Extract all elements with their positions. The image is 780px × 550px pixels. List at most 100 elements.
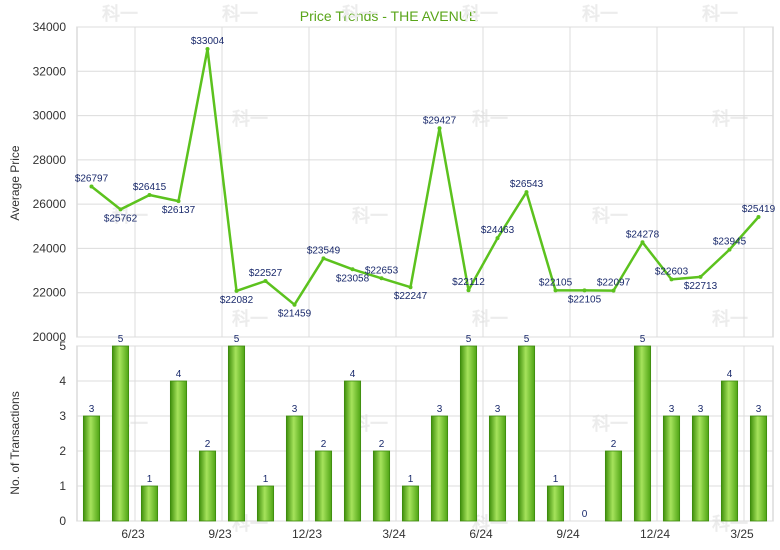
price-data-label: $25762 xyxy=(104,213,138,224)
price-point xyxy=(553,288,558,293)
transactions-tick-label: 4 xyxy=(59,374,66,388)
transaction-count-label: 2 xyxy=(379,439,385,450)
price-point xyxy=(350,267,355,272)
transaction-count-label: 5 xyxy=(118,334,124,345)
price-tick-label: 34000 xyxy=(33,20,67,34)
transaction-count-label: 3 xyxy=(89,404,95,415)
watermark-text: 科一 xyxy=(592,205,628,227)
price-tick-label: 20000 xyxy=(33,330,67,344)
transaction-count-label: 1 xyxy=(147,474,153,485)
price-tick-label: 24000 xyxy=(33,241,67,255)
x-tick-label: 6/24 xyxy=(469,527,493,541)
transaction-count-label: 5 xyxy=(524,334,530,345)
transaction-count-label: 4 xyxy=(176,369,182,380)
watermark-text: 科一 xyxy=(232,108,268,130)
price-axis-title: Average Price xyxy=(8,145,22,220)
watermark-text: 科一 xyxy=(712,308,748,330)
price-point xyxy=(669,277,674,282)
price-data-label: $29427 xyxy=(423,115,457,126)
x-tick-label: 3/24 xyxy=(382,527,406,541)
transactions-tick-label: 5 xyxy=(59,339,66,353)
transaction-bar xyxy=(633,345,652,522)
transaction-count-label: 3 xyxy=(669,404,675,415)
price-point xyxy=(698,274,703,279)
price-line xyxy=(90,47,760,306)
price-point xyxy=(205,47,210,52)
transaction-count-label: 3 xyxy=(698,404,704,415)
watermark-text: 科一 xyxy=(102,3,138,25)
transaction-count-label: 3 xyxy=(437,404,443,415)
transaction-bar xyxy=(227,345,246,522)
price-data-label: $23058 xyxy=(336,273,370,284)
transaction-bar xyxy=(459,345,478,522)
transactions-axis-title: No. of Transactions xyxy=(8,391,22,494)
transaction-count-label: 2 xyxy=(205,439,211,450)
transaction-bar xyxy=(488,415,507,522)
price-point xyxy=(640,240,645,245)
transaction-count-label: 1 xyxy=(408,474,414,485)
watermark-text: 科一 xyxy=(462,3,498,25)
price-point xyxy=(466,288,471,293)
watermark-text: 科一 xyxy=(232,308,268,330)
transaction-bar xyxy=(198,450,217,522)
watermark-text: 科一 xyxy=(712,108,748,130)
transaction-bar xyxy=(256,485,275,522)
x-tick-label: 12/24 xyxy=(640,527,670,541)
price-data-label: $24278 xyxy=(626,229,660,240)
chart-title: Price Trends - THE AVENUE xyxy=(300,8,478,24)
transaction-bar xyxy=(546,485,565,522)
transaction-count-label: 2 xyxy=(611,439,617,450)
price-data-label: $23945 xyxy=(713,237,747,248)
price-data-label: $33004 xyxy=(191,36,225,47)
watermark-text: 科一 xyxy=(582,3,618,25)
price-data-label: $22653 xyxy=(365,265,399,276)
price-data-label: $22105 xyxy=(539,277,573,288)
watermark-text: 科一 xyxy=(472,308,508,330)
price-data-label: $26543 xyxy=(510,179,544,190)
transaction-bar xyxy=(720,380,739,522)
price-data-label: $24463 xyxy=(481,225,515,236)
x-tick-label: 9/23 xyxy=(208,527,232,541)
price-point xyxy=(89,184,94,189)
transaction-count-label: 1 xyxy=(263,474,269,485)
price-point xyxy=(379,276,384,281)
watermark-text: 科一 xyxy=(472,108,508,130)
price-point xyxy=(176,199,181,204)
transaction-bars xyxy=(82,345,768,522)
price-point xyxy=(147,192,152,197)
transaction-bar xyxy=(82,415,101,522)
transaction-bar xyxy=(169,380,188,522)
chart-labels: 20000 22000 24000 26000 28000 30000 32000 34000… xyxy=(33,20,776,541)
price-point xyxy=(118,207,123,212)
price-data-label: $22603 xyxy=(655,266,689,277)
price-point xyxy=(263,279,268,284)
watermark-text: 科一 xyxy=(222,3,258,25)
price-data-label: $23549 xyxy=(307,245,341,256)
price-tick-label: 26000 xyxy=(33,197,67,211)
price-point xyxy=(321,256,326,261)
transaction-bar xyxy=(662,415,681,522)
price-point xyxy=(292,302,297,307)
transaction-count-label: 5 xyxy=(640,334,646,345)
x-tick-label: 6/23 xyxy=(121,527,145,541)
watermark-text: 科一 xyxy=(352,205,388,227)
watermark-text: 科一 xyxy=(592,413,628,435)
transaction-bar xyxy=(749,415,768,522)
transactions-gridlines xyxy=(76,345,774,522)
transaction-bar xyxy=(285,415,304,522)
transaction-count-label: 5 xyxy=(466,334,472,345)
price-tick-label: 22000 xyxy=(33,286,67,300)
x-tick-label: 9/24 xyxy=(556,527,580,541)
transactions-tick-label: 2 xyxy=(59,444,66,458)
price-data-label: $22713 xyxy=(684,281,718,292)
transaction-bar xyxy=(604,450,623,522)
price-point xyxy=(582,288,587,293)
price-data-label: $26137 xyxy=(162,205,196,216)
transaction-bar xyxy=(401,485,420,522)
price-data-label: $25419 xyxy=(742,204,776,215)
price-point xyxy=(408,285,413,290)
price-point xyxy=(524,190,529,195)
watermark-text: 科一 xyxy=(342,3,378,25)
